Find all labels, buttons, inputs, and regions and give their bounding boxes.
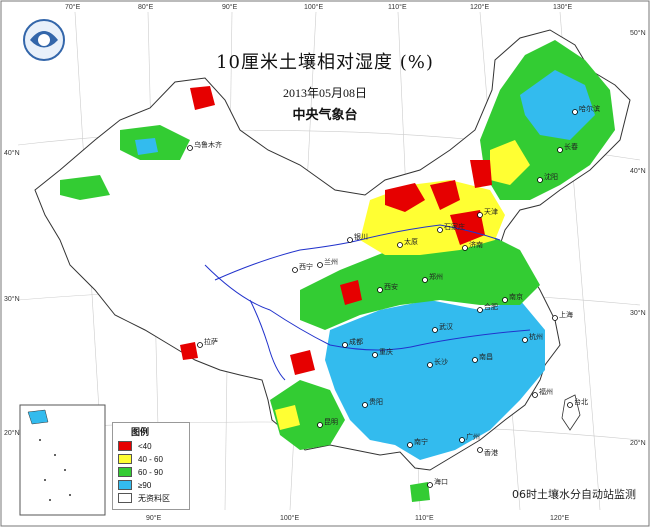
normal-patch-xinjiang-south (60, 175, 110, 200)
tick-bottom-90e: 90°E (146, 515, 162, 522)
city-label: 重庆 (379, 348, 393, 356)
footer-note: 06时土壤水分自动站监测 (512, 488, 636, 501)
tick-left-20n: 20°N (4, 430, 20, 437)
city-label: 昆明 (324, 418, 338, 426)
legend-item-dry: <40 (118, 441, 152, 451)
dry-patch-tibet (180, 342, 198, 360)
tick-right-30n: 30°N (630, 310, 646, 317)
legend-swatch-wet (118, 480, 132, 490)
legend-swatch-moderate (118, 454, 132, 464)
city-label: 郑州 (429, 273, 443, 281)
city-label: 长春 (564, 143, 578, 151)
agency-name: 中央气象台 (292, 108, 358, 123)
rivers (204, 224, 531, 381)
legend-swatch-dry (118, 441, 132, 451)
tick-right-40n: 40°N (630, 168, 646, 175)
inset-islands (27, 409, 49, 425)
tick-right-20n: 20°N (630, 440, 646, 447)
city-label: 海口 (434, 478, 448, 486)
legend-label-moderate: 40 - 60 (138, 454, 163, 464)
dry-patch-west (290, 350, 315, 375)
city-label: 西宁 (299, 263, 313, 271)
tick-top-110e: 110°E (388, 4, 407, 11)
city-label: 南宁 (414, 438, 428, 446)
city-label: 南京 (509, 293, 523, 301)
city-label: 太原 (404, 238, 418, 246)
moderate-patch-northeast (490, 140, 530, 185)
city-label: 武汉 (439, 323, 453, 331)
legend-item-no-data: 无资料区 (118, 493, 170, 503)
city-label: 福州 (539, 388, 553, 396)
city-label: 杭州 (529, 333, 543, 341)
map-legend: 图例 <40 40 - 60 60 - 90 ≥90 无资料区 (112, 422, 190, 510)
moisture-patches (60, 40, 615, 502)
city-label: 济南 (469, 241, 483, 249)
tick-bottom-100e: 100°E (280, 515, 300, 522)
city-label: 台北 (574, 398, 588, 406)
taiwan-island (561, 394, 581, 431)
dry-patch-central (340, 280, 362, 305)
city-label: 南昌 (479, 353, 493, 361)
tick-top-70e: 70°E (65, 4, 81, 11)
city-label: 长沙 (434, 358, 448, 366)
city-label: 成都 (349, 338, 363, 346)
dry-patch-xinjiang (190, 86, 215, 110)
tick-left-30n: 30°N (4, 296, 20, 303)
city-label: 乌鲁木齐 (194, 141, 222, 149)
wet-region-south (325, 300, 545, 460)
legend-label-wet: ≥90 (138, 480, 152, 490)
tick-top-80e: 80°E (138, 4, 154, 11)
tick-bottom-110e: 110°E (415, 515, 434, 522)
city-label: 香港 (484, 449, 498, 457)
legend-label-dry: <40 (138, 441, 152, 451)
city-label: 兰州 (324, 258, 338, 266)
dry-patch-north-1 (385, 183, 425, 212)
legend-title: 图例 (131, 428, 150, 438)
city-label: 贵阳 (369, 398, 383, 406)
tick-bottom-120e: 120°E (550, 515, 570, 522)
normal-region-central (300, 235, 540, 330)
legend-label-no-data: 无资料区 (138, 493, 170, 503)
city-label: 沈阳 (544, 173, 558, 181)
legend-swatch-normal (118, 467, 132, 477)
city-label: 拉萨 (204, 338, 218, 346)
tick-top-100e: 100°E (304, 4, 324, 11)
city-label: 银川 (354, 233, 368, 241)
city-label: 上海 (559, 311, 573, 319)
map-title: 10厘米土壤相对湿度 (%) (216, 52, 434, 73)
wet-patch-northeast (520, 70, 595, 140)
wet-patch-hainan (410, 482, 430, 502)
legend-item-moderate: 40 - 60 (118, 454, 163, 464)
city-label: 石家庄 (444, 223, 465, 231)
dry-patch-north-2 (430, 180, 460, 210)
city-label: 合肥 (484, 303, 498, 311)
cma-logo (23, 19, 65, 61)
tick-top-120e: 120°E (470, 4, 490, 11)
dry-patch-north-3 (450, 210, 485, 245)
inset-island-dots (39, 439, 71, 501)
city-label: 西安 (384, 283, 398, 291)
tick-left-40n: 40°N (4, 150, 20, 157)
map-date: 2013年05月08日 (282, 86, 367, 100)
city-label: 广州 (466, 433, 480, 441)
legend-item-wet: ≥90 (118, 480, 151, 490)
dry-patch-north-4 (470, 160, 492, 188)
moderate-patch-south (275, 405, 300, 430)
tick-right-50n: 50°N (630, 30, 646, 37)
city-label: 哈尔滨 (579, 105, 600, 113)
wet-patch-xinjiang (135, 138, 158, 155)
normal-region-southwest (270, 380, 345, 450)
legend-item-normal: 60 - 90 (118, 467, 163, 477)
legend-swatch-no-data (118, 493, 132, 503)
legend-label-normal: 60 - 90 (138, 467, 163, 477)
city-markers (187, 109, 578, 488)
tick-top-130e: 130°E (553, 4, 573, 11)
city-label: 天津 (484, 208, 498, 216)
tick-top-90e: 90°E (222, 4, 238, 11)
